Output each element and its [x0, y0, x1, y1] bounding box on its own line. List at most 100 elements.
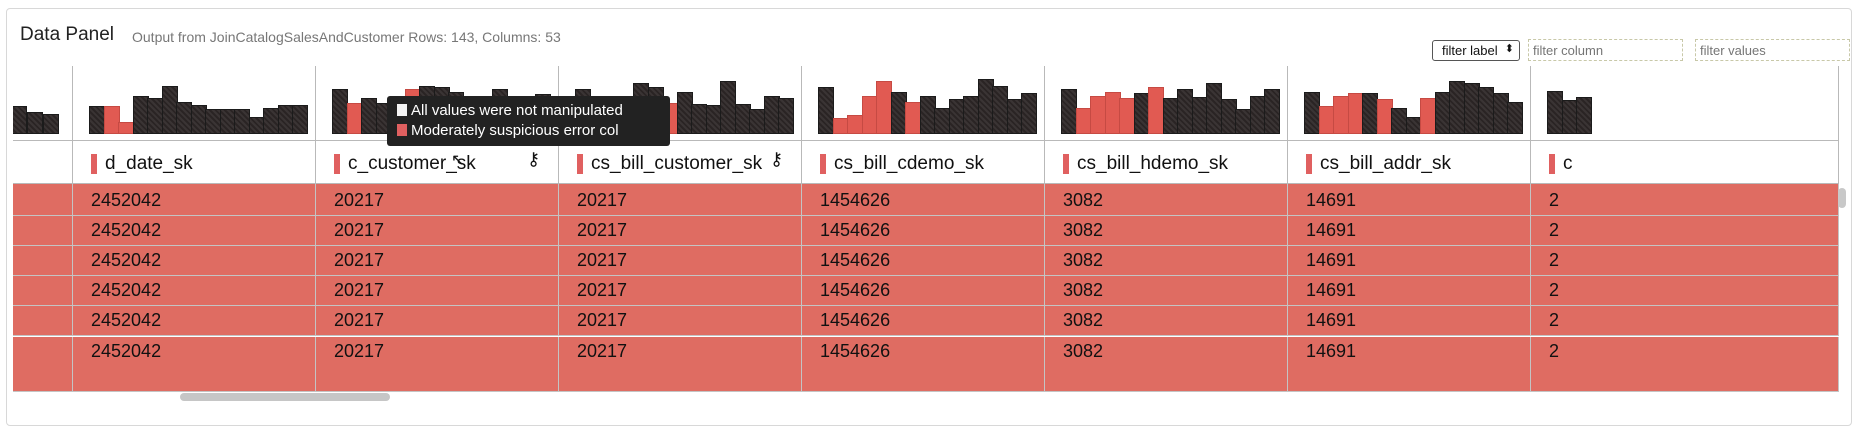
- table-cell[interactable]: 20217: [559, 246, 802, 276]
- histogram-bar[interactable]: [103, 106, 120, 134]
- table-cell[interactable]: 3082: [1045, 246, 1288, 276]
- tooltip-line-2: Moderately suspicious error col: [397, 122, 619, 139]
- manipulation-icon: [397, 104, 407, 116]
- tooltip-line-1: All values were not manipulated: [397, 102, 623, 119]
- cell-value: 14691: [1306, 250, 1357, 270]
- cell-value: 20217: [577, 280, 628, 300]
- table-cell[interactable]: 14691: [1288, 306, 1531, 336]
- table-cell[interactable]: 3082: [1045, 184, 1288, 216]
- cell-value: 20217: [334, 341, 385, 361]
- histogram-bar[interactable]: [1264, 89, 1280, 134]
- table-cell[interactable]: 20217: [316, 337, 559, 392]
- table-cell[interactable]: 2: [1531, 337, 1839, 392]
- table-cell[interactable]: 2452042: [73, 276, 316, 306]
- table-cell[interactable]: 20217: [559, 306, 802, 336]
- vertical-scrollbar[interactable]: [1838, 188, 1846, 208]
- histogram-bar[interactable]: [1507, 102, 1523, 134]
- table-cell[interactable]: 2: [1531, 216, 1839, 246]
- table-cell[interactable]: 14691: [1288, 337, 1531, 392]
- column-histogram[interactable]: [802, 66, 1045, 140]
- table-cell[interactable]: 14691: [1288, 246, 1531, 276]
- table-cell[interactable]: 3082: [1045, 216, 1288, 246]
- filter-label-select[interactable]: filter label ⬍: [1432, 40, 1520, 61]
- table-cell[interactable]: 20217: [316, 276, 559, 306]
- table-cell[interactable]: [13, 216, 73, 246]
- key-icon: ⚷: [770, 149, 784, 169]
- histogram-bar[interactable]: [292, 105, 308, 134]
- histogram-bar[interactable]: [818, 87, 834, 134]
- table-cell[interactable]: 1454626: [802, 276, 1045, 306]
- grid-column: d_date_sk 2452042 2452042 2452042 2452042 245…: [73, 66, 316, 392]
- table-cell[interactable]: 2452042: [73, 184, 316, 216]
- column-header[interactable]: cs_bill_cdemo_sk: [802, 140, 1045, 184]
- table-cell[interactable]: 20217: [559, 184, 802, 216]
- table-cell[interactable]: 2: [1531, 306, 1839, 336]
- grid-column: cs_bill_cdemo_sk 1454626 1454626 1454626 145…: [802, 66, 1045, 392]
- column-name: c_customer_sk: [348, 153, 476, 174]
- table-cell[interactable]: 2: [1531, 184, 1839, 216]
- column-histogram[interactable]: [13, 66, 73, 140]
- histogram-bar[interactable]: [778, 98, 794, 134]
- table-cell[interactable]: 14691: [1288, 184, 1531, 216]
- filter-column-input[interactable]: [1528, 39, 1683, 61]
- column-name: cs_bill_addr_sk: [1320, 153, 1451, 174]
- table-cell[interactable]: 20217: [559, 216, 802, 246]
- table-cell[interactable]: 20217: [316, 216, 559, 246]
- filter-select-value: filter label: [1442, 43, 1498, 58]
- column-histogram[interactable]: [1288, 66, 1531, 140]
- column-name: cs_bill_hdemo_sk: [1077, 153, 1229, 174]
- table-cell[interactable]: 20217: [316, 184, 559, 216]
- table-cell[interactable]: 20217: [316, 246, 559, 276]
- histogram-bar[interactable]: [1576, 97, 1592, 134]
- table-cell[interactable]: [13, 184, 73, 216]
- table-cell[interactable]: [13, 306, 73, 336]
- cell-value: 2: [1549, 190, 1560, 210]
- table-cell[interactable]: 2452042: [73, 306, 316, 336]
- cell-value: 2: [1549, 250, 1560, 270]
- column-header[interactable]: cs_bill_addr_sk: [1288, 140, 1531, 184]
- table-cell[interactable]: [13, 337, 73, 392]
- table-cell[interactable]: 20217: [316, 306, 559, 336]
- table-cell[interactable]: 3082: [1045, 276, 1288, 306]
- horizontal-scrollbar[interactable]: [180, 393, 390, 401]
- column-header[interactable]: [13, 140, 73, 184]
- table-cell[interactable]: 14691: [1288, 276, 1531, 306]
- column-header[interactable]: cs_bill_hdemo_sk: [1045, 140, 1288, 184]
- cell-value: 3082: [1063, 341, 1104, 361]
- key-icon: ⚷: [527, 149, 541, 169]
- column-histogram[interactable]: [1531, 66, 1839, 140]
- table-cell[interactable]: 1454626: [802, 246, 1045, 276]
- table-cell[interactable]: 1454626: [802, 337, 1045, 392]
- error-swatch: [1063, 154, 1069, 174]
- table-cell[interactable]: 2452042: [73, 216, 316, 246]
- grid-column: cs_bill_addr_sk 14691 14691 14691 14691 14691…: [1288, 66, 1531, 392]
- column-header[interactable]: cs_bill_customer_sk ⚷: [559, 140, 802, 184]
- table-cell[interactable]: [13, 276, 73, 306]
- histogram-bar[interactable]: [27, 112, 43, 134]
- histogram-bar[interactable]: [43, 114, 59, 134]
- table-cell[interactable]: 2: [1531, 246, 1839, 276]
- table-cell[interactable]: 2: [1531, 276, 1839, 306]
- data-grid[interactable]: d_date_sk 2452042 2452042 2452042 2452042 245…: [13, 66, 1839, 392]
- histogram-bar[interactable]: [13, 106, 27, 134]
- filter-values-input[interactable]: [1695, 39, 1850, 61]
- cell-value: 3082: [1063, 310, 1104, 330]
- table-cell[interactable]: 1454626: [802, 306, 1045, 336]
- column-histogram[interactable]: [1045, 66, 1288, 140]
- table-cell[interactable]: 20217: [559, 337, 802, 392]
- table-cell[interactable]: 2452042: [73, 246, 316, 276]
- table-cell[interactable]: 14691: [1288, 216, 1531, 246]
- table-cell[interactable]: 3082: [1045, 337, 1288, 392]
- column-header[interactable]: c: [1531, 140, 1839, 184]
- histogram-bar[interactable]: [1021, 93, 1037, 134]
- table-cell[interactable]: 2452042: [73, 337, 316, 392]
- table-cell[interactable]: 20217: [559, 276, 802, 306]
- column-histogram[interactable]: [73, 66, 316, 140]
- table-cell[interactable]: [13, 246, 73, 276]
- column-header[interactable]: c_customer_sk ⚷: [316, 140, 559, 184]
- table-cell[interactable]: 1454626: [802, 216, 1045, 246]
- column-header[interactable]: d_date_sk: [73, 140, 316, 184]
- table-cell[interactable]: 3082: [1045, 306, 1288, 336]
- cell-value: 3082: [1063, 280, 1104, 300]
- table-cell[interactable]: 1454626: [802, 184, 1045, 216]
